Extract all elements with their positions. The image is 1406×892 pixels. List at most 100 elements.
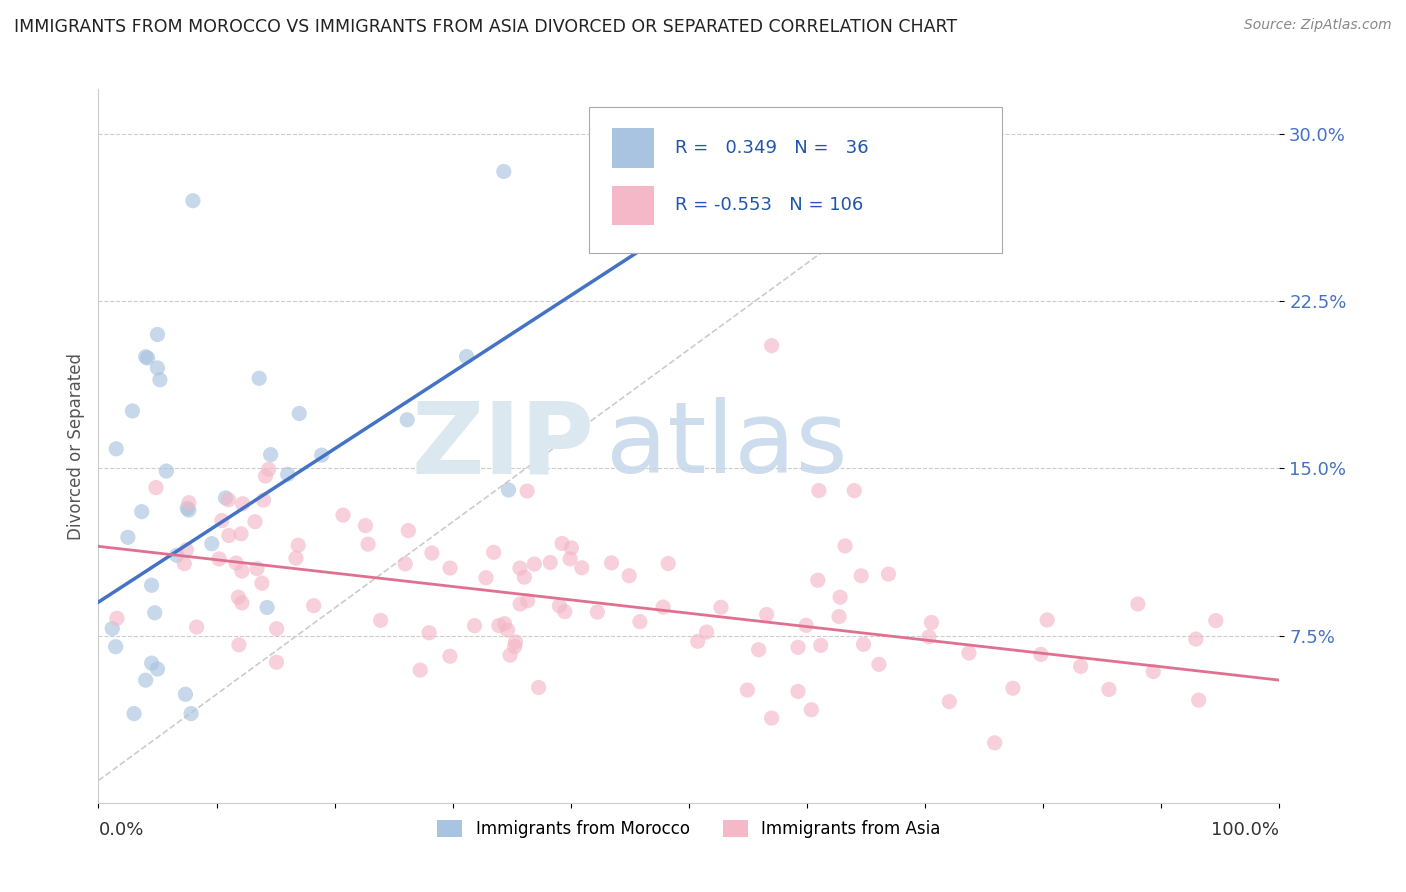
Point: [475, 571, 498, 585]
Point: [560, 552, 582, 566]
Point: [548, 599, 571, 613]
Point: [488, 618, 510, 632]
Point: [516, 594, 538, 608]
FancyBboxPatch shape: [589, 107, 1002, 253]
Point: [177, 503, 200, 517]
Point: [810, 638, 832, 652]
Point: [737, 683, 759, 698]
Point: [516, 483, 538, 498]
Point: [259, 448, 281, 462]
Point: [463, 618, 485, 632]
Point: [288, 407, 311, 421]
Point: [176, 501, 198, 516]
Point: [284, 551, 307, 566]
Point: [851, 569, 873, 583]
Point: [266, 655, 288, 669]
Point: [155, 464, 177, 478]
Point: [146, 360, 169, 375]
Point: [551, 536, 574, 550]
Point: [181, 194, 204, 208]
Point: [492, 164, 515, 178]
Point: [586, 605, 609, 619]
Point: [1036, 613, 1059, 627]
Point: [628, 615, 651, 629]
Point: [1142, 665, 1164, 679]
Point: [217, 492, 239, 507]
Point: [394, 557, 416, 571]
Point: [439, 561, 461, 575]
Text: 100.0%: 100.0%: [1212, 821, 1279, 838]
Point: [761, 338, 783, 352]
Point: [254, 469, 277, 483]
Point: [208, 552, 231, 566]
Point: [619, 568, 641, 582]
Point: [761, 711, 783, 725]
Point: [228, 591, 250, 605]
Point: [794, 618, 817, 632]
Point: [686, 634, 709, 648]
Point: [554, 605, 576, 619]
Point: [252, 493, 274, 508]
Point: [877, 567, 900, 582]
Bar: [612, 128, 654, 168]
Point: [456, 350, 478, 364]
Point: [101, 622, 124, 636]
Point: [149, 373, 172, 387]
Point: [246, 561, 269, 575]
Text: 0.0%: 0.0%: [98, 821, 143, 838]
Point: [800, 703, 823, 717]
Point: [1029, 648, 1052, 662]
Point: [509, 597, 531, 611]
Point: [983, 736, 1005, 750]
Point: [104, 640, 127, 654]
Point: [266, 622, 288, 636]
Point: [135, 350, 157, 364]
Point: [396, 413, 419, 427]
Point: [828, 609, 851, 624]
Point: [141, 578, 163, 592]
Point: [302, 599, 325, 613]
Point: [1001, 681, 1024, 696]
Point: [409, 663, 432, 677]
Point: [505, 635, 527, 649]
Point: [211, 514, 233, 528]
Point: [755, 607, 778, 622]
Point: [920, 615, 942, 630]
Point: [225, 556, 247, 570]
Point: [177, 496, 200, 510]
Point: [277, 467, 299, 482]
Point: [145, 481, 167, 495]
Point: [287, 538, 309, 552]
Point: [105, 442, 128, 456]
Point: [218, 528, 240, 542]
Point: [180, 706, 202, 721]
Point: [173, 557, 195, 571]
Point: [135, 673, 157, 687]
Point: [357, 537, 380, 551]
Point: [496, 623, 519, 637]
Point: [494, 616, 516, 631]
Point: [523, 557, 546, 571]
Text: Source: ZipAtlas.com: Source: ZipAtlas.com: [1244, 18, 1392, 32]
Point: [652, 600, 675, 615]
Point: [131, 505, 153, 519]
Point: [482, 545, 505, 559]
Point: [918, 630, 941, 644]
Point: [957, 646, 980, 660]
Point: [176, 542, 198, 557]
Point: [243, 515, 266, 529]
Point: [657, 557, 679, 571]
Point: [1070, 659, 1092, 673]
Point: [256, 600, 278, 615]
Point: [439, 649, 461, 664]
Point: [499, 648, 522, 662]
Text: R =   0.349   N =   36: R = 0.349 N = 36: [675, 139, 869, 157]
Point: [807, 573, 830, 587]
Point: [136, 351, 159, 365]
Point: [834, 539, 856, 553]
Point: [396, 524, 419, 538]
Point: [844, 483, 866, 498]
Point: [1098, 682, 1121, 697]
Point: [830, 590, 852, 604]
Point: [868, 657, 890, 672]
